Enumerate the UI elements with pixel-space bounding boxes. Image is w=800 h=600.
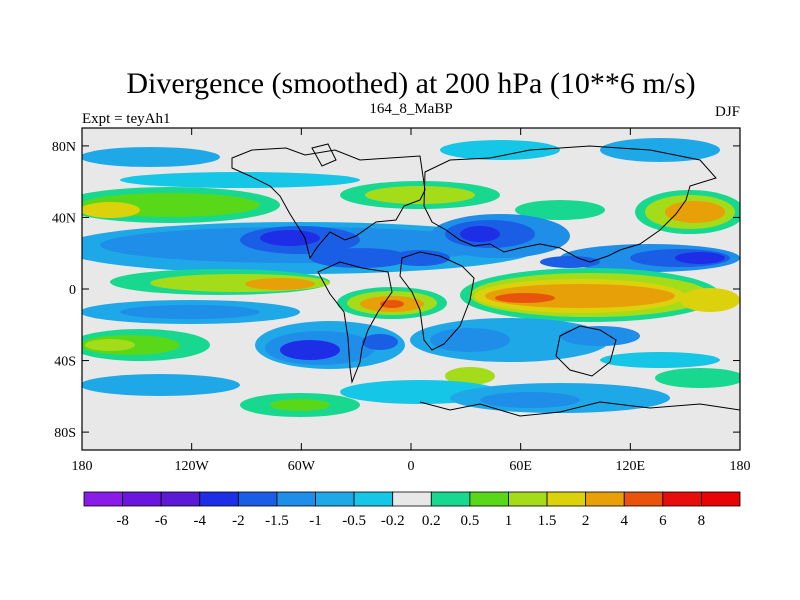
period-label: 164_8_MaBP (369, 101, 452, 117)
x-tick-label: 180 (730, 459, 751, 474)
colorbar-swatch (701, 491, 741, 507)
coastlines (231, 143, 740, 417)
colorbar-swatch (508, 491, 548, 507)
y-tick-label: 0 (69, 283, 76, 298)
colorbar-level-label: 8 (698, 513, 706, 529)
coastline-eurasia (423, 145, 717, 263)
y-tick-label: 80S (54, 426, 76, 441)
colorbar-level-label: 0.2 (422, 513, 441, 529)
colorbar-level-label: -6 (155, 513, 168, 529)
colorbar-level-label: -2 (232, 513, 245, 529)
colorbar-swatch (160, 491, 201, 507)
colorbar-swatch (469, 491, 509, 507)
coastline-greenland (311, 143, 337, 167)
coastline-north-america (231, 147, 426, 260)
colorbar-swatch (276, 491, 316, 507)
x-axis: 180 120W 60W 0 60E 120E 180 (72, 128, 751, 474)
field-blob (120, 172, 360, 188)
field-blob (82, 147, 220, 167)
field-blob (680, 288, 740, 312)
field-blob (445, 367, 495, 385)
field-blob (460, 226, 500, 242)
colorbar-level-label: -1 (309, 513, 322, 529)
colorbar-swatch (430, 491, 471, 507)
colorbar-swatch (546, 491, 587, 507)
field-blob (85, 339, 135, 351)
colorbar-level-label: 1 (505, 513, 513, 529)
colorbar-swatch (353, 491, 394, 507)
experiment-label: Expt = teyAh1 (82, 111, 170, 127)
colorbar-level-label: 2 (582, 513, 590, 529)
field-blob (675, 252, 725, 264)
field-blob (440, 140, 560, 160)
colorbar-swatch (122, 491, 162, 507)
plot-area (82, 128, 740, 450)
colorbar-level-label: -1.5 (265, 513, 289, 529)
colorbar-swatch (585, 491, 625, 507)
coastline-south-america (317, 261, 393, 384)
colorbar-swatch (83, 491, 123, 507)
field-blob (380, 300, 404, 308)
y-tick-label: 80N (52, 140, 76, 155)
field-blob (120, 305, 260, 319)
field-blob (390, 250, 450, 266)
field-blob (82, 374, 240, 396)
colorbar-level-label: -4 (194, 513, 207, 529)
colorbar-level-label: -8 (116, 513, 129, 529)
coastline-australia (555, 325, 617, 377)
colorbar (83, 491, 741, 507)
field-blob (600, 138, 720, 162)
colorbar-swatch (199, 491, 239, 507)
colorbar-level-label: -0.2 (381, 513, 405, 529)
colorbar-level-label: -0.5 (342, 513, 366, 529)
x-tick-label: 120W (175, 459, 210, 474)
colorbar-swatch (623, 491, 664, 507)
colorbar-labels: -8 -6 -4 -2 -1.5 -1 -0.5 -0.2 0.2 0.5 1 1.5 2 4 6 8 (116, 513, 705, 529)
field-blob (560, 326, 640, 346)
chart-title: Divergence (smoothed) at 200 hPa (10**6 … (126, 67, 695, 100)
colorbar-swatch (662, 491, 702, 507)
season-label: DJF (715, 104, 740, 120)
x-tick-label: 180 (72, 459, 93, 474)
x-tick-label: 60W (288, 459, 316, 474)
field-blob (260, 230, 320, 246)
colorbar-swatch (315, 491, 355, 507)
y-tick-label: 40S (54, 355, 76, 370)
field-blob (280, 340, 340, 360)
x-tick-label: 0 (408, 459, 415, 474)
field-blob (655, 368, 740, 388)
field-blob (515, 200, 605, 220)
colorbar-level-label: 1.5 (538, 513, 557, 529)
field-blob (430, 328, 510, 352)
colorbar-swatch (392, 491, 432, 507)
field-blob (495, 293, 555, 303)
x-tick-label: 120E (616, 459, 646, 474)
coastline-africa (399, 251, 475, 351)
y-axis: 80N 40N 0 40S 80S (52, 140, 740, 441)
colorbar-level-label: 4 (620, 513, 628, 529)
field-blob (310, 248, 410, 268)
colorbar-level-label: 0.5 (461, 513, 480, 529)
field-blob (362, 334, 398, 350)
coastline-antarctica (419, 401, 740, 417)
field-blob (82, 202, 140, 218)
field-blob (270, 399, 330, 411)
contour-fill (82, 138, 740, 417)
field-blob (600, 352, 720, 368)
colorbar-swatch (237, 491, 278, 507)
y-tick-label: 40N (52, 211, 76, 226)
field-blob (480, 392, 580, 408)
x-tick-label: 60E (509, 459, 532, 474)
field-blob (245, 278, 315, 290)
field-blob (665, 201, 725, 223)
colorbar-level-label: 6 (659, 513, 667, 529)
field-blob (540, 256, 600, 268)
field-blob (365, 186, 475, 204)
